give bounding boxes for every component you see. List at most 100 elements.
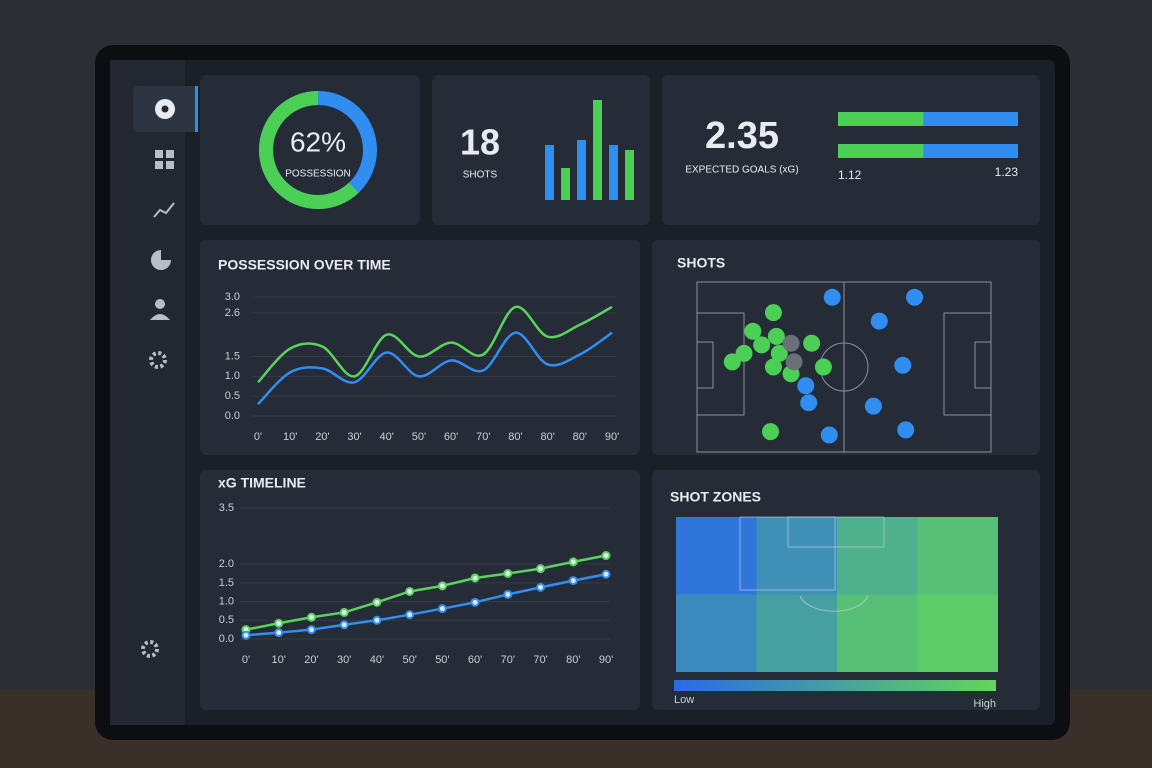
nav-user[interactable] [150,299,170,320]
series-line [257,305,613,384]
zone [837,517,918,595]
point [470,573,480,583]
pitch-six-left [696,341,714,389]
point [241,630,251,640]
nav-pie[interactable] [151,250,171,270]
shot [870,312,888,330]
y-tick-label: 1.5 [225,350,240,362]
series-line [245,554,607,631]
content: 62% POSSESSION 18 SHOTS 2.35 EXPECTED GOALS (… [218,91,1019,710]
point [372,597,382,607]
x-tick-label: 70' [533,654,547,666]
point [601,569,611,579]
legend-low: Low [674,694,694,706]
shot [906,288,924,306]
mini-bar [561,168,570,200]
x-tick-label: 30' [347,431,361,443]
nav-grid[interactable] [155,150,174,169]
donut-arc [259,91,377,209]
x-tick-label: 50' [412,431,426,443]
shot [767,327,785,345]
point [274,628,284,638]
zone [676,517,757,595]
shot [823,288,841,306]
point [503,589,513,599]
x-tick-label: 40' [370,654,384,666]
split-bar [838,112,924,126]
series-line [245,573,607,637]
y-tick-label: 2.0 [219,558,234,570]
kpi-value: 18 [460,122,500,163]
point [306,625,316,635]
point [503,569,513,578]
x-tick-label: 90' [599,654,613,666]
y-tick-label: 3.5 [219,502,234,514]
y-tick-label: 0.0 [225,410,240,422]
shot [897,421,915,439]
nav-trend[interactable] [153,202,175,218]
mini-bar [625,150,634,200]
mini-bar [545,145,554,200]
shot [770,344,788,362]
shot [864,397,882,415]
point [339,607,349,617]
x-tick-label: 80' [540,431,554,443]
x-tick-label: 90' [605,431,619,443]
y-tick-label: 3.0 [225,291,240,303]
kpi-label: EXPECTED GOALS (xG) [685,165,798,176]
shot [894,356,912,374]
x-tick-label: 70' [476,431,490,443]
shot [814,358,832,376]
donut-value: 62% [290,126,346,157]
nav-settings-bottom[interactable] [141,640,159,658]
series-line [257,331,613,405]
kpi-label: SHOTS [463,170,498,181]
x-tick-label: 30' [337,654,351,666]
mini-bar [593,100,602,200]
pitch-six-right [974,341,992,389]
panel-possession [200,75,420,225]
shot [782,334,800,352]
point [568,557,578,567]
zone [917,594,998,672]
split-label: 1.23 [995,165,1019,179]
shot [800,394,818,412]
split-bar [923,112,1018,126]
x-tick-label: 80' [508,431,522,443]
y-tick-label: 1.0 [225,370,240,382]
shot [744,322,762,340]
shot [764,358,782,376]
zone [676,594,757,672]
point [306,612,316,622]
x-tick-label: 20' [304,654,318,666]
panel-title: xG TIMELINE [218,475,306,491]
zone [917,517,998,595]
kpi-value: 2.35 [705,115,779,157]
y-tick-label: 0.0 [219,633,234,645]
y-tick-label: 0.5 [219,614,234,626]
shot [764,304,782,322]
x-tick-label: 50' [435,654,449,666]
shot [820,426,838,444]
point [536,582,546,592]
nav-ball-patch [161,105,169,113]
sidebar [110,60,185,725]
nav-settings[interactable] [149,351,167,369]
x-tick-label: 50' [402,654,416,666]
x-tick-label: 40' [380,431,394,443]
shot [753,336,771,354]
shot [797,377,815,395]
point [372,615,382,625]
shot [735,344,753,362]
y-tick-label: 1.5 [219,577,234,589]
panel-shot-map [652,240,1040,455]
x-tick-label: 10' [272,654,286,666]
x-tick-label: 10' [283,431,297,443]
x-tick-label: 80' [566,654,580,666]
nav-indicator [195,86,198,132]
panel-possession-time [200,240,640,455]
x-tick-label: 60' [468,654,482,666]
mini-bar [609,145,618,200]
mini-bar [577,140,586,200]
